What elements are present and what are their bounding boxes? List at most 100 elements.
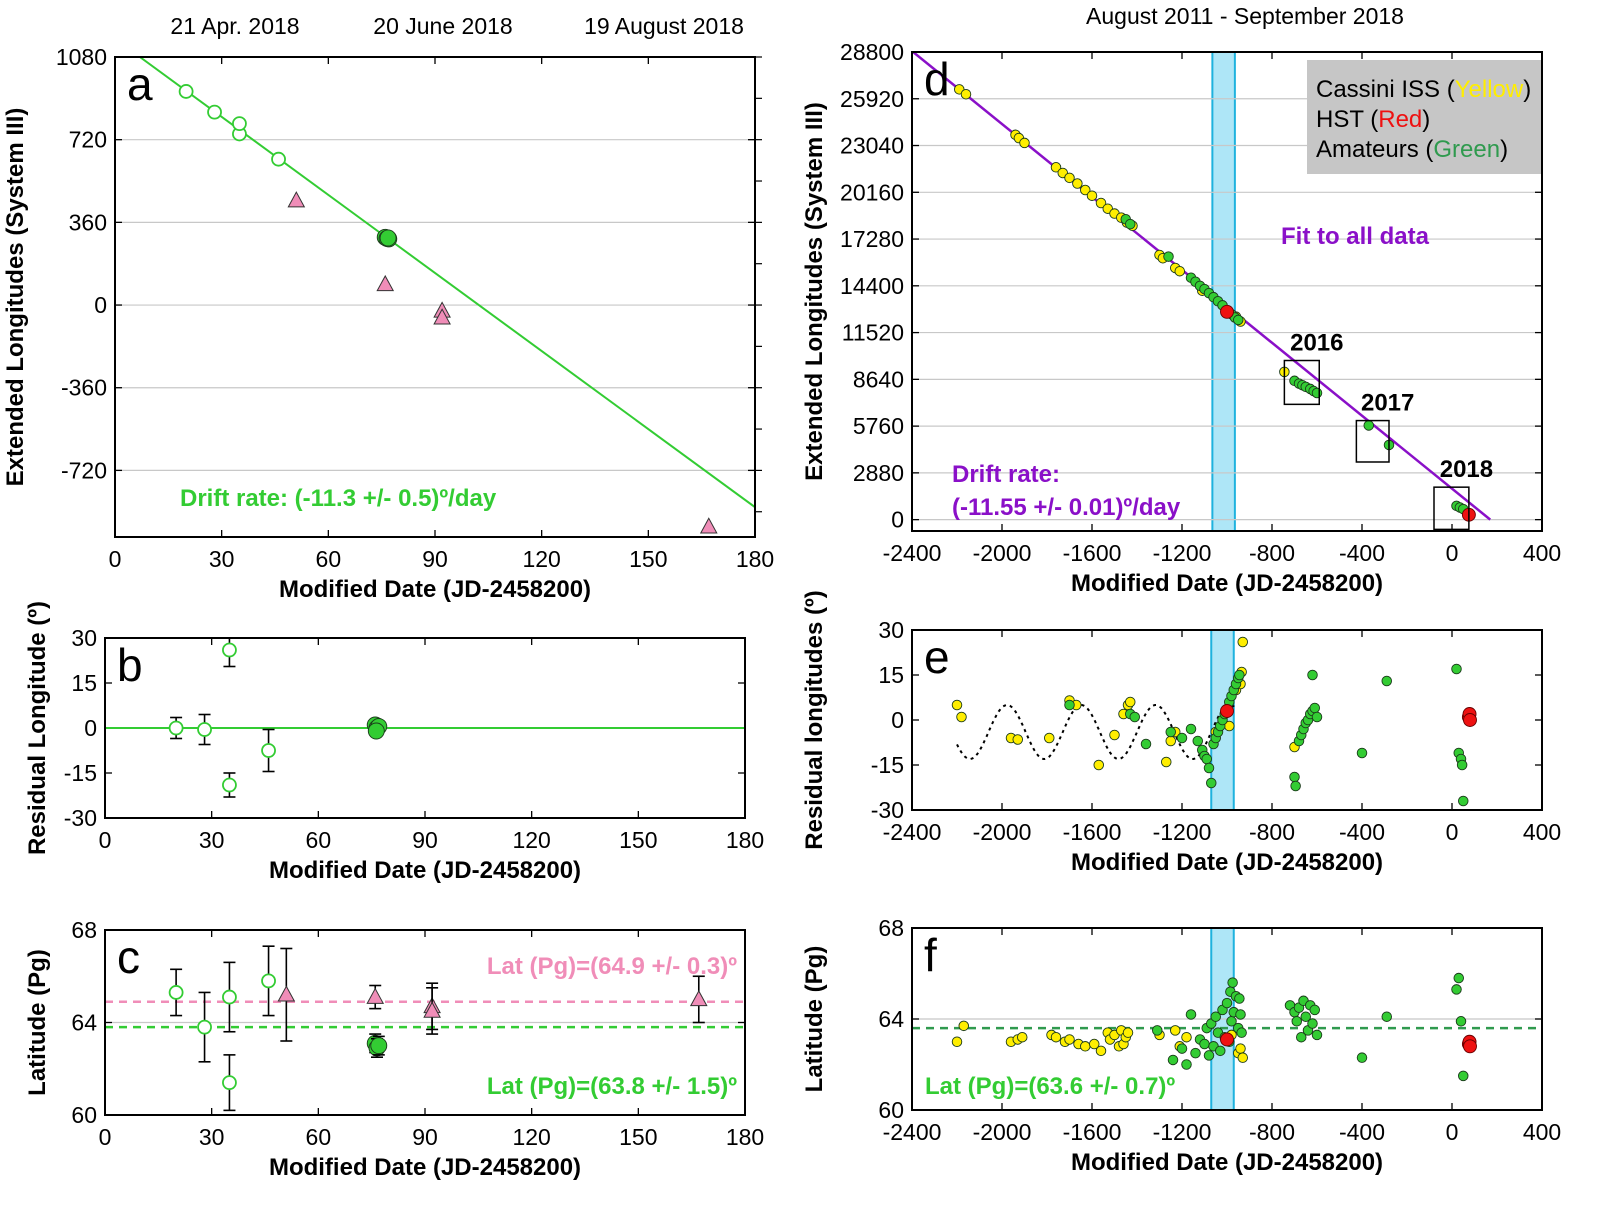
panel-c: 60 64 68 0 30 60 90 120 150 180 Modified Date (JD-…: [24, 917, 764, 1181]
x-tick-label: -2000: [973, 819, 1032, 845]
drift-rate-line-1: Drift rate:: [952, 461, 1060, 488]
cassini-point: [1012, 734, 1024, 745]
x-tick-label: -1600: [1063, 540, 1122, 566]
axes-frame: [911, 629, 1543, 811]
x-axis-title: Modified Date (JD-2458200): [1071, 570, 1383, 597]
amateurs-point: [1176, 732, 1188, 744]
amateurs-point: [1190, 1047, 1201, 1059]
top-date-label-3: 19 August 2018: [584, 13, 744, 39]
triangles-point: [699, 517, 718, 534]
amateurs-point: [1311, 711, 1323, 723]
y-tick-label: -30: [871, 797, 904, 823]
amateurs-point: [1214, 1045, 1226, 1057]
panel-d: 0288057608640115201440017280201602304025…: [801, 39, 1561, 597]
amateur-open-point: [168, 720, 184, 736]
y-tick-label: 2880: [853, 460, 904, 486]
x-tick-label: -400: [1339, 540, 1385, 566]
cassini-point: [1124, 696, 1136, 708]
x-tick-label: 150: [619, 1124, 657, 1150]
x-tick-label: 90: [412, 1124, 438, 1150]
cassini-point: [1181, 1031, 1192, 1043]
amateurs-point: [1453, 972, 1464, 984]
x-tick-label: 400: [1523, 540, 1561, 566]
legend-box: [1307, 60, 1541, 174]
x-tick-label: 60: [306, 827, 332, 853]
panel-f: 60 64 68 -2400 -2000 -1600 -1200 -800 -400 0 400 Mo…: [801, 915, 1561, 1176]
y-tick-label: 15: [71, 670, 97, 696]
y-tick-label: -720: [61, 457, 107, 483]
green-mean-label: Lat (Pg)=(63.8 +/- 1.5)º: [487, 1073, 737, 1100]
cassini-point: [951, 699, 963, 711]
amateur-open-point: [207, 104, 222, 120]
panel-label: e: [924, 631, 950, 683]
x-tick-label: -1200: [1153, 819, 1212, 845]
shaded-band: [1211, 51, 1236, 532]
triangles-point: [689, 989, 708, 1007]
triangles-point: [423, 1001, 441, 1018]
amateurs-point: [1291, 1016, 1302, 1027]
amateur-open-point: [261, 973, 276, 989]
y-tick-label: 68: [878, 915, 904, 941]
cassini-point: [1235, 1043, 1246, 1054]
amateurs-point: [1234, 669, 1245, 681]
amateurs-point: [1232, 314, 1244, 326]
cassini-point: [1174, 265, 1185, 277]
x-tick-label: 60: [306, 1124, 332, 1150]
plot-area: [912, 972, 1542, 1082]
amateurs-point: [1381, 1011, 1392, 1022]
y-axis-title: Extended Longitudes (System III): [2, 108, 29, 487]
y-tick-label: -15: [64, 760, 97, 786]
year-box-2016: [1283, 359, 1320, 406]
amateurs-point: [1124, 218, 1136, 230]
amateurs-point: [1456, 759, 1468, 771]
x-tick-label: 60: [316, 546, 342, 572]
y-tick-label: 68: [71, 917, 97, 943]
amateurs-point: [1455, 1016, 1467, 1027]
triangles-point: [287, 191, 306, 208]
amateur-open-point: [222, 642, 237, 658]
y-tick-label: 25920: [840, 86, 904, 112]
x-tick-label: -1600: [1063, 819, 1122, 845]
year-box-label: 2018: [1440, 456, 1493, 483]
cassini-point: [1165, 735, 1176, 747]
x-tick-label: 0: [1446, 819, 1459, 845]
amateurs-point: [1167, 1054, 1179, 1066]
amateurs-point: [1181, 1059, 1192, 1070]
hst-point: [1220, 304, 1234, 319]
amateurs-point: [1451, 984, 1462, 995]
amateurs-point: [1309, 702, 1320, 714]
top-date-label-1: 21 Apr. 2018: [170, 13, 299, 39]
y-tick-label: 30: [71, 625, 97, 651]
year-box-label: 2017: [1361, 390, 1414, 417]
cassini-point: [1086, 190, 1098, 201]
amateurs-point: [1201, 753, 1212, 765]
axes-frame: [104, 637, 746, 819]
cassini-point: [1088, 1038, 1100, 1050]
amateur-open-point: [197, 722, 212, 737]
y-axis-title: Extended Longitudes (System III): [801, 102, 828, 481]
y-axis-title: Latitude (Pg): [801, 946, 828, 1093]
legend-entry: HST (Red): [1316, 106, 1430, 133]
x-axis-title: Modified Date (JD-2458200): [269, 1154, 581, 1181]
y-tick-label: -15: [871, 752, 904, 778]
cassini-point: [951, 1036, 963, 1047]
amateur-open-point: [271, 151, 286, 167]
plot-area: [912, 52, 1492, 522]
y-tick-label: 30: [878, 617, 904, 643]
amateurs-point: [1307, 1018, 1318, 1029]
x-tick-label: 180: [736, 546, 774, 572]
amateur-open-point: [261, 743, 276, 758]
amateurs-point: [1311, 387, 1323, 399]
amateurs-point: [1165, 726, 1176, 738]
x-tick-label: 120: [512, 827, 550, 853]
plot-area: [105, 638, 745, 798]
cassini-point: [1160, 756, 1172, 768]
amateur-filled-point: [379, 229, 397, 247]
amateurs-point: [1457, 1070, 1469, 1082]
x-tick-label: 180: [726, 1124, 764, 1150]
cassini-point: [1072, 178, 1083, 189]
cassini-point: [1050, 1031, 1062, 1043]
cassini-point: [1237, 1052, 1248, 1063]
y-tick-label: 11520: [842, 320, 904, 346]
